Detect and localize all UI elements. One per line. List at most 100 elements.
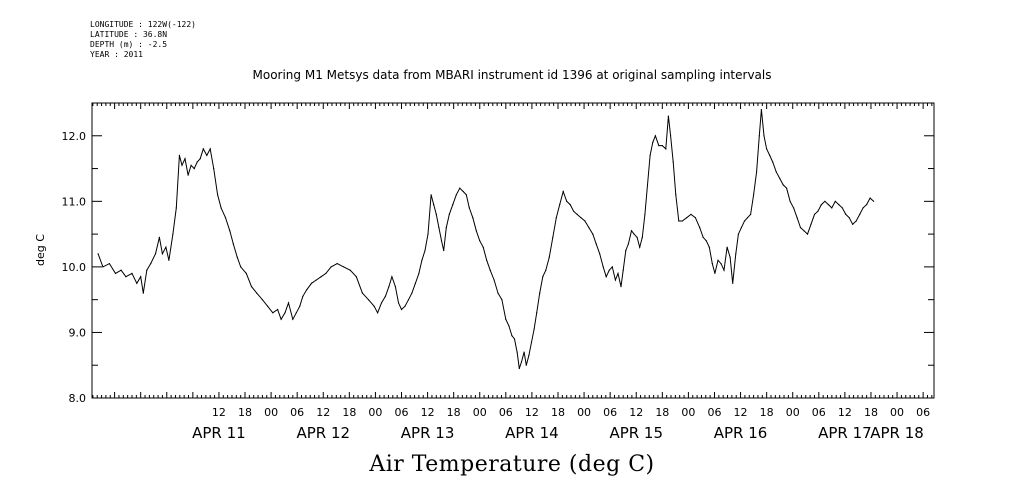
data-point [743,220,746,222]
data-point [737,233,740,235]
data-point [184,158,186,160]
x-hour-label: 12 [629,406,643,419]
data-point [599,253,601,255]
data-point [559,204,561,206]
series-line [97,109,874,369]
data-point [625,249,627,252]
x-hour-label: 00 [473,406,487,419]
data-point [315,279,317,281]
data-point [810,223,812,225]
x-hour-label: 12 [421,406,435,419]
data-point [325,272,327,274]
data-point [404,305,406,307]
data-point [136,282,138,284]
data-point [848,217,850,219]
data-point [746,217,749,219]
data-point [505,318,507,320]
x-hour-label: 12 [838,406,852,419]
data-point [740,227,743,229]
data-point [131,272,133,274]
data-point [292,318,294,320]
data-point [400,308,403,311]
data-point [220,207,222,209]
data-point [530,341,533,343]
x-date-label: APR 12 [296,424,350,442]
data-point [284,312,286,314]
data-point [482,246,484,248]
data-point [670,135,672,137]
data-point [636,236,638,238]
data-point [462,190,464,193]
data-point [542,276,544,278]
data-point [178,154,180,156]
data-point [859,213,861,215]
data-point [250,286,253,288]
x-hour-label: 18 [760,406,774,419]
data-point [658,145,660,147]
data-point [193,168,195,170]
data-point [475,230,477,232]
data-point [150,263,152,265]
data-point [388,286,390,288]
x-hour-label: 00 [264,406,278,419]
data-point [172,233,174,235]
data-point [633,233,635,235]
data-point [181,164,183,166]
data-point [726,246,728,248]
x-hour-label: 00 [890,406,904,419]
x-hour-label: 18 [238,406,252,419]
data-point [841,207,843,209]
data-point [528,354,530,356]
x-hour-label: 06 [916,406,930,419]
year-label: YEAR : 2011 [90,50,143,59]
data-point [245,272,247,274]
data-point [852,223,854,225]
data-point [552,236,554,238]
data-point [584,220,586,222]
data-point [855,220,857,222]
data-point [732,282,734,284]
data-point [523,351,525,353]
y-tick-label: 9.0 [69,326,87,339]
data-point [229,230,231,232]
data-point [588,227,590,229]
data-point [459,187,461,189]
data-point [302,295,304,297]
data-point [702,236,704,238]
data-point [686,217,688,219]
data-point [452,204,454,206]
data-point [501,299,503,301]
data-point [508,325,510,327]
y-tick-label: 10.0 [62,261,87,274]
data-point [97,253,99,255]
data-point [397,302,400,304]
data-point [717,259,719,261]
data-point [489,269,491,271]
data-point [295,312,297,314]
x-hour-label: 12 [316,406,330,419]
data-point [827,204,830,206]
data-point [665,148,667,150]
data-point [803,230,805,232]
data-point [232,243,234,245]
data-point [373,305,375,307]
data-point [224,217,227,219]
data-point [217,194,219,196]
data-point [862,207,864,209]
metadata-block: LONGITUDE : 122W(-122) LATITUDE : 36.8N … [90,20,196,60]
chart-title: Mooring M1 Metsys data from MBARI instru… [252,68,772,82]
data-point [306,289,308,291]
data-point [236,256,238,258]
data-point [175,207,177,209]
data-point [566,200,568,202]
data-point [287,302,290,304]
data-point [336,263,338,265]
longitude-label: LONGITUDE : 122W(-122) [90,20,196,29]
data-point [472,217,474,219]
data-point [817,210,819,212]
data-point [799,227,802,229]
data-point [391,276,393,278]
data-point [411,292,413,294]
data-point [622,269,624,271]
axis-ticks [92,102,934,399]
